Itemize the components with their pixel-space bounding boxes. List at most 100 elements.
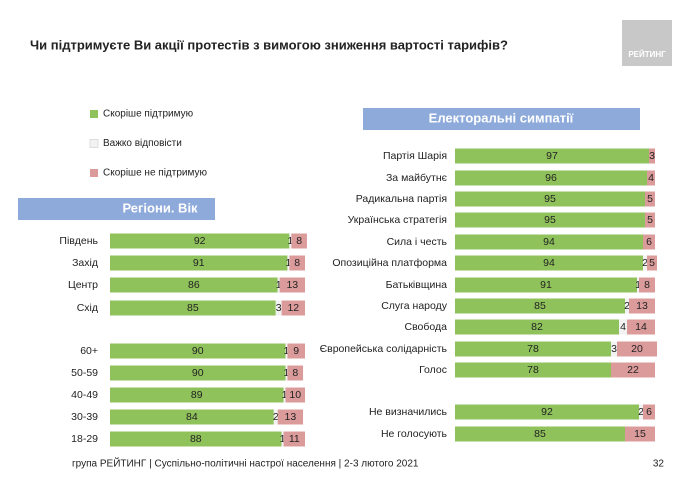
bar-segment	[110, 387, 284, 403]
bar-segment	[455, 341, 611, 357]
value-label: 10	[289, 389, 301, 401]
value-label: 15	[634, 428, 646, 440]
bar-segment	[617, 341, 657, 357]
category-label: Свобода	[405, 321, 448, 333]
value-label: 2	[624, 300, 630, 312]
value-label: 96	[545, 172, 557, 184]
category-label: Центр	[68, 279, 98, 291]
bar-segment	[611, 341, 617, 357]
category-label: 30-39	[71, 411, 98, 423]
value-label: 22	[627, 364, 639, 376]
value-label: 13	[636, 300, 648, 312]
value-label: 95	[544, 193, 556, 205]
value-label: 1	[284, 367, 290, 379]
bar-segment	[455, 277, 637, 293]
value-label: 91	[193, 257, 205, 269]
value-label: 12	[287, 302, 299, 314]
bar-segment	[275, 300, 282, 316]
value-label: 90	[192, 367, 204, 379]
bar-segment	[637, 277, 639, 293]
category-label: 18-29	[71, 433, 98, 445]
value-label: 1	[286, 257, 292, 269]
bar-segment	[645, 191, 655, 207]
bar-segment	[287, 255, 290, 271]
value-label: 84	[186, 411, 198, 423]
bar-segment	[287, 343, 305, 359]
legend-label: Скоріше не підтримую	[103, 168, 207, 179]
bar-segment	[625, 426, 655, 442]
bar-segment	[643, 234, 655, 250]
bar-segment	[647, 170, 655, 186]
value-label: 8	[644, 279, 650, 291]
category-label: Не визначились	[369, 406, 448, 418]
value-label: 11	[289, 433, 300, 445]
value-label: 2	[273, 411, 279, 423]
value-label: 78	[527, 343, 539, 355]
bar-segment	[455, 212, 645, 228]
value-label: 13	[286, 279, 298, 291]
value-label: 2	[638, 406, 644, 418]
category-label: Опозиційна платформа	[332, 257, 447, 269]
bar-segment	[625, 298, 629, 314]
value-label: 8	[294, 257, 300, 269]
value-label: 94	[543, 236, 555, 248]
category-label: Захід	[72, 257, 98, 269]
bar-segment	[289, 255, 305, 271]
value-label: 91	[540, 279, 552, 291]
value-label: 2	[642, 257, 648, 269]
category-label: 50-59	[71, 367, 98, 379]
value-label: 1	[635, 279, 641, 291]
bar-segment	[455, 404, 639, 420]
category-label: Схід	[77, 302, 98, 314]
value-label: 4	[620, 321, 626, 333]
logo: РЕЙТИНГ	[628, 50, 666, 59]
bar-segment	[647, 255, 657, 271]
bar-segment	[455, 170, 647, 186]
value-label: 92	[541, 406, 553, 418]
value-label: 8	[292, 367, 298, 379]
value-label: 5	[647, 214, 653, 226]
bar-segment	[645, 212, 655, 228]
bar-segment	[277, 277, 280, 293]
category-label: Не голосують	[381, 428, 448, 440]
value-label: 95	[544, 214, 556, 226]
legend-label: Скоріше підтримую	[103, 109, 194, 120]
value-label: 94	[543, 257, 555, 269]
page-number: 32	[653, 459, 665, 470]
bar-segment	[281, 300, 305, 316]
slide-title: Чи підтримуєте Ви акції протестів з вимо…	[30, 37, 508, 52]
value-label: 3	[611, 343, 617, 355]
category-label: Радикальна партія	[356, 193, 447, 205]
category-label: Батьківщина	[386, 279, 448, 291]
value-label: 1	[284, 345, 290, 357]
bar-segment	[639, 404, 643, 420]
logo-box	[622, 20, 672, 66]
value-label: 86	[188, 279, 200, 291]
bar-segment	[291, 233, 307, 249]
value-label: 85	[534, 428, 546, 440]
value-label: 1	[287, 235, 293, 247]
panel-title: Регіони. Вік	[122, 200, 198, 215]
category-label: Слуга народу	[381, 300, 448, 312]
bar-segment	[455, 426, 625, 442]
bar-segment	[455, 298, 625, 314]
bar-segment	[287, 365, 304, 381]
footer: група РЕЙТИНГ | Суспільно-політичні наст…	[72, 457, 419, 470]
value-label: 8	[296, 235, 302, 247]
bar-segment	[281, 431, 284, 447]
panel-title: Електоральні симпатії	[429, 110, 574, 125]
bar-segment	[283, 431, 305, 447]
bar-segment	[455, 191, 645, 207]
bar-segment	[455, 319, 619, 335]
category-label: Голос	[419, 364, 447, 376]
bar-segment	[289, 233, 292, 249]
bar-segment	[285, 387, 305, 403]
bar-segment	[110, 365, 286, 381]
bar-segment	[110, 233, 290, 249]
category-label: Південь	[59, 235, 98, 247]
bar-segment	[110, 277, 278, 293]
value-label: 82	[531, 321, 543, 333]
category-label: За майбутнє	[386, 172, 448, 184]
bar-segment	[110, 409, 274, 425]
legend-swatch	[90, 169, 98, 177]
